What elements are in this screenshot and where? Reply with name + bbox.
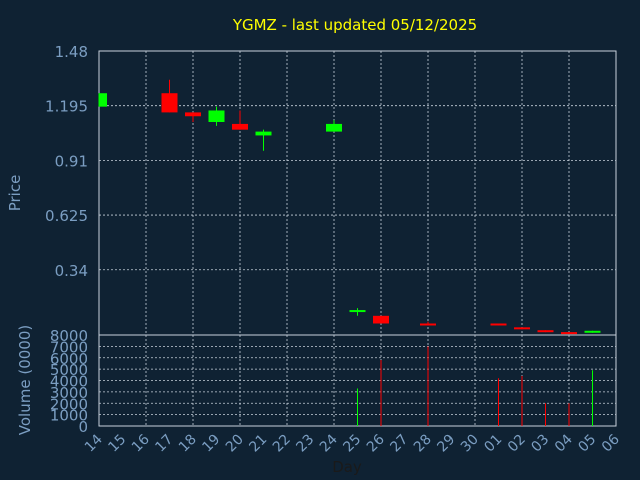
price-tick-label: 1.48 — [55, 43, 88, 61]
chart-marks — [98, 79, 601, 426]
candle-body — [514, 327, 530, 330]
volume-tick-label: 5000 — [50, 361, 88, 379]
chart-title: YGMZ - last updated 05/12/2025 — [232, 16, 477, 34]
axis-labels: 1.48 1.195 0.91 0.625 0.34 800070006000500040… — [6, 43, 623, 476]
x-axis-label: Day — [332, 458, 362, 476]
candle-body — [161, 93, 178, 113]
candle-body — [326, 123, 342, 132]
candle-body — [99, 93, 107, 107]
candle-body — [373, 315, 389, 324]
candle-body — [232, 123, 248, 130]
candle-body — [561, 332, 577, 335]
candle-body — [185, 112, 201, 117]
price-tick-label: 1.195 — [45, 98, 88, 116]
volume-tick-label: 3000 — [50, 384, 88, 402]
price-tick-label: 0.625 — [45, 207, 88, 225]
volume-tick-label: 6000 — [50, 350, 88, 368]
candle-body — [420, 323, 436, 326]
volume-tick-label: 1000 — [50, 407, 88, 425]
price-tick-label: 0.91 — [55, 152, 88, 170]
candle-body — [490, 323, 507, 326]
candle-body — [255, 131, 272, 136]
price-tick-label: 0.34 — [55, 262, 88, 280]
candle-body — [537, 330, 554, 333]
volume-tick-label: 0 — [78, 418, 88, 436]
volume-tick-label: 7000 — [50, 338, 88, 356]
volume-axis-label: Volume (0000) — [16, 325, 34, 435]
volume-tick-label: 2000 — [50, 395, 88, 413]
candle-body — [584, 330, 601, 333]
candle-body — [208, 110, 225, 122]
price-axis-label: Price — [6, 175, 24, 212]
volume-tick-label: 4000 — [50, 373, 88, 391]
volume-tick-label: 8000 — [50, 327, 88, 345]
candle-body — [349, 310, 366, 313]
